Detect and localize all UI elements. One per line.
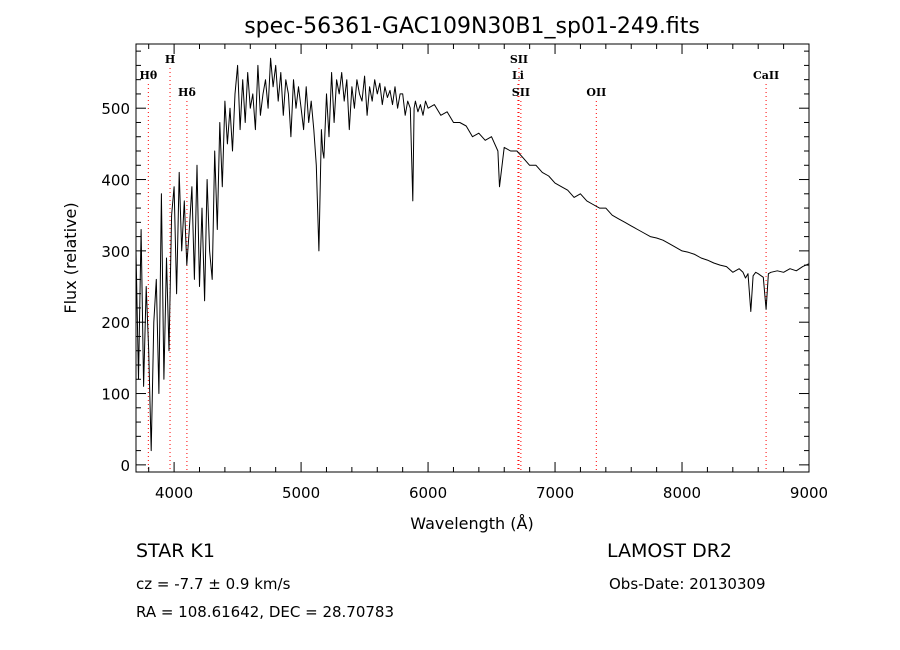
survey-name: LAMOST DR2 bbox=[607, 540, 732, 562]
object-class: STAR K1 bbox=[136, 540, 215, 562]
spectral-line-label: CaII bbox=[753, 69, 779, 82]
spectral-line-label: Hθ bbox=[139, 69, 157, 82]
spectral-line-label: SII bbox=[512, 86, 530, 99]
y-tick-label: 300 bbox=[101, 243, 130, 261]
x-tick-label: 9000 bbox=[790, 484, 828, 502]
y-axis-label: Flux (relative) bbox=[61, 202, 80, 313]
redshift-info: cz = -7.7 ± 0.9 km/s bbox=[136, 575, 291, 593]
spectral-line-label: H bbox=[165, 53, 175, 66]
x-tick-label: 8000 bbox=[663, 484, 701, 502]
y-tick-label: 500 bbox=[101, 100, 130, 118]
spectrum-line bbox=[135, 57, 810, 452]
plot-frame bbox=[135, 43, 810, 473]
spectral-line-label: OII bbox=[586, 86, 606, 99]
x-tick-label: 4000 bbox=[155, 484, 193, 502]
y-tick-label: 100 bbox=[101, 386, 130, 404]
y-tick-label: 0 bbox=[120, 457, 130, 475]
y-tick-label: 200 bbox=[101, 314, 130, 332]
radec-info: RA = 108.61642, DEC = 28.70783 bbox=[136, 603, 395, 621]
spectrum-series bbox=[135, 57, 810, 452]
spectral-line-label: Li bbox=[512, 69, 524, 82]
obs-date: Obs-Date: 20130309 bbox=[609, 575, 766, 593]
y-tick-label: 400 bbox=[101, 172, 130, 190]
x-tick-label: 7000 bbox=[536, 484, 574, 502]
chart-title: spec-56361-GAC109N30B1_sp01-249.fits bbox=[244, 14, 700, 39]
spectral-line-label: Hδ bbox=[178, 86, 196, 99]
x-axis: 4000 5000 6000 7000 8000 9000 bbox=[148, 44, 828, 502]
x-axis-label: Wavelength (Å) bbox=[410, 514, 533, 533]
spectral-line-markers: Hθ H Hδ SII Li SII OII CaII bbox=[139, 53, 779, 472]
spectral-line-label: SII bbox=[510, 53, 528, 66]
y-axis: 0 100 200 300 400 500 bbox=[101, 50, 809, 475]
x-tick-label: 6000 bbox=[409, 484, 447, 502]
x-tick-label: 5000 bbox=[282, 484, 320, 502]
